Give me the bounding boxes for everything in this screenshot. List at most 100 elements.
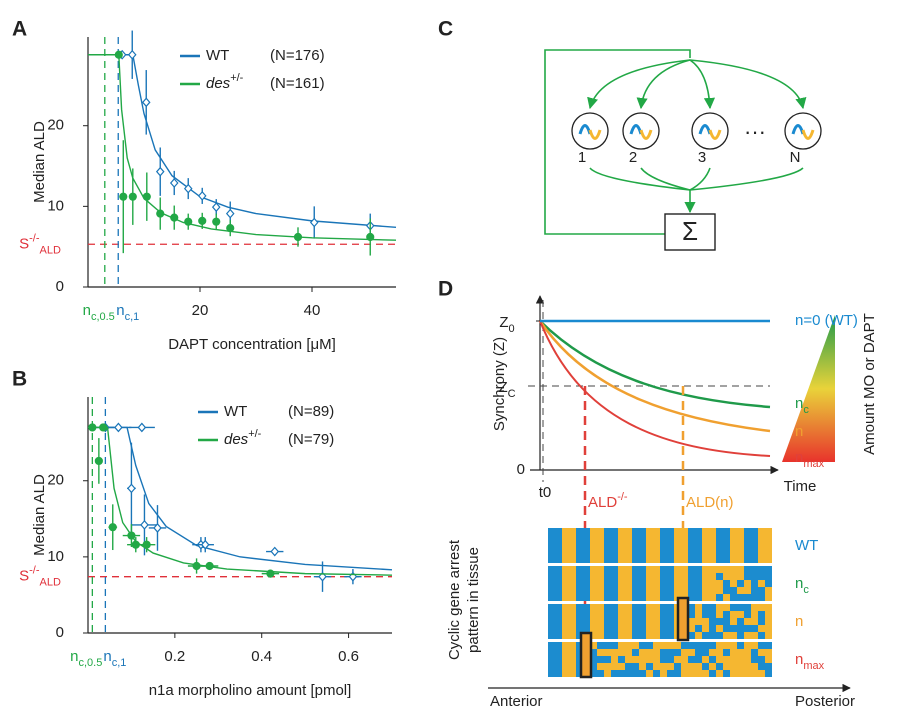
tissue-cell [716, 556, 723, 563]
tissue-cell [751, 566, 758, 573]
tissue-cell [625, 528, 632, 535]
tissue-cell [723, 632, 730, 639]
tissue-cell [709, 642, 716, 649]
tissue-cell [695, 587, 702, 594]
tissue-cell [744, 649, 751, 656]
point [183, 183, 193, 194]
tissue-cell [562, 542, 569, 549]
tissue-cell [702, 604, 709, 611]
tissue-cell [646, 632, 653, 639]
point [198, 216, 207, 225]
tissue-cell [597, 535, 604, 542]
tissue-cell [562, 604, 569, 611]
tissue-cell [583, 618, 590, 625]
tissue-cell [716, 573, 723, 580]
tissue-cell [625, 611, 632, 618]
tissue-cell [583, 587, 590, 594]
curve-label: n [795, 423, 803, 440]
tissue-cell [681, 663, 688, 670]
tissue-cell [723, 549, 730, 556]
tissue-cell [569, 670, 576, 677]
tissue-cell [653, 649, 660, 656]
tissue-cell [618, 670, 625, 677]
tissue-cell [548, 632, 555, 639]
tissue-cell [765, 566, 772, 573]
tissue-cell [625, 587, 632, 594]
tissue-cell [660, 642, 667, 649]
ald-label: ALD(n) [686, 494, 734, 511]
tissue-cell [555, 604, 562, 611]
tissue-cell [737, 587, 744, 594]
tissue-cell [590, 649, 597, 656]
tissue-cell [737, 549, 744, 556]
tissue-cell [688, 618, 695, 625]
tissue-cell [653, 549, 660, 556]
tissue-cell [597, 649, 604, 656]
gradient-label: Amount MO or DAPT [861, 313, 878, 455]
point [140, 519, 149, 530]
tissue-cell [576, 528, 583, 535]
x-tick-label: 0.4 [251, 648, 272, 665]
tissue-cell [548, 587, 555, 594]
tissue-cell [604, 580, 611, 587]
text: c,0.5 [91, 311, 115, 323]
text: Z [498, 379, 507, 396]
tissue-cell [548, 649, 555, 656]
tissue-cell [583, 549, 590, 556]
tissue-cell [695, 604, 702, 611]
tissue-cell [744, 611, 751, 618]
tissue-cell [660, 535, 667, 542]
legend-label: WT [206, 47, 229, 64]
tissue-cell [702, 594, 709, 601]
tissue-cell [548, 663, 555, 670]
tissue-cell [555, 670, 562, 677]
text: n [795, 575, 803, 592]
tissue-cell [569, 656, 576, 663]
tissue-cell [667, 535, 674, 542]
tissue-cell [688, 566, 695, 573]
tissue-cell [758, 587, 765, 594]
tissue-cell [590, 656, 597, 663]
tissue-cell [667, 573, 674, 580]
tissue-cell [681, 642, 688, 649]
tissue-cell [632, 604, 639, 611]
tissue-cell [597, 556, 604, 563]
point [212, 217, 221, 226]
tissue-cell [730, 594, 737, 601]
oscillator-label: 2 [629, 149, 637, 166]
tissue-cell [639, 549, 646, 556]
arrow [589, 167, 691, 191]
tissue-cell [765, 625, 772, 632]
tissue-cell [555, 625, 562, 632]
tissue-cell [639, 618, 646, 625]
tissue-cell [695, 663, 702, 670]
y-tick-label: 0 [56, 624, 64, 641]
tissue-cell [716, 587, 723, 594]
tissue-cell [569, 535, 576, 542]
tissue-cell [646, 528, 653, 535]
tissue-cell [576, 670, 583, 677]
tissue-cell [590, 594, 597, 601]
tissue-cell [660, 618, 667, 625]
tissue-cell [730, 549, 737, 556]
tissue-cell [730, 580, 737, 587]
marker-label: nc,0.5 [70, 648, 102, 669]
y-tick-label: 20 [47, 472, 64, 489]
curve [539, 320, 771, 409]
tissue-cell [667, 625, 674, 632]
wave [708, 129, 722, 140]
tissue-cell [667, 528, 674, 535]
tissue-cell [695, 656, 702, 663]
tissue-cell [744, 670, 751, 677]
tissue-cell [702, 663, 709, 670]
tissue-cell [646, 625, 653, 632]
tissue-cell [590, 528, 597, 535]
tissue-cell [632, 587, 639, 594]
tissue-cell [555, 587, 562, 594]
tissue-cell [653, 556, 660, 563]
point [169, 178, 179, 188]
tissue-cell [604, 594, 611, 601]
tissue-cell [695, 542, 702, 549]
tissue-cell [583, 573, 590, 580]
tissue-cell [765, 618, 772, 625]
